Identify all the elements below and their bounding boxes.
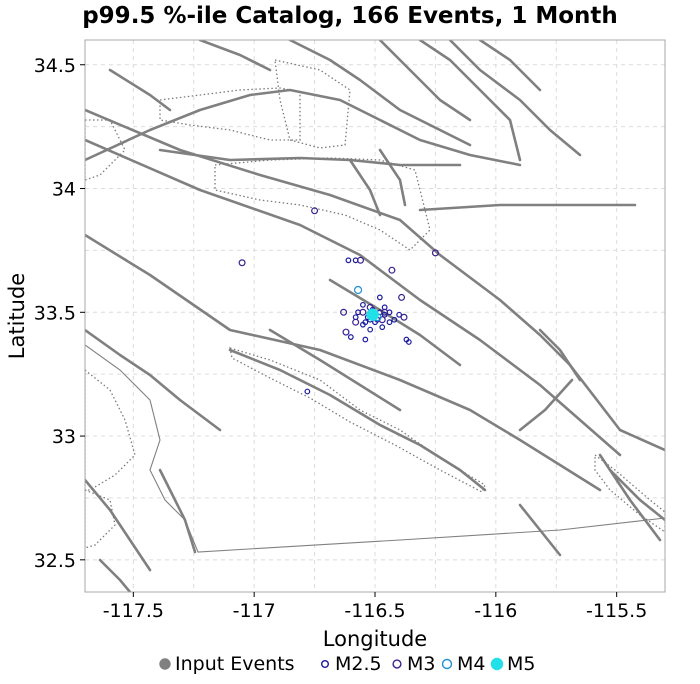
event-point-m3 [388,266,396,274]
event-point-m2-5 [391,316,398,323]
legend-label: M5 [507,653,535,675]
event-point-m3 [352,318,360,326]
y-tick-label: 33.5 [34,302,76,324]
event-point-m3 [359,308,367,316]
event-point-m2-5 [362,336,369,343]
event-point-m3 [381,308,389,316]
y-tick-label: 34.5 [34,55,76,77]
chart-title: p99.5 %-ile Catalog, 166 Events, 1 Month [82,3,618,29]
event-point-m4 [353,285,363,295]
event-point-m3 [431,249,439,257]
event-point-m3 [340,308,348,316]
legend-label: M3 [407,653,435,675]
event-point-m2-5 [396,311,403,318]
y-axis: 32.5 33 33.5 34 34.5 [34,55,85,572]
legend-marker [321,660,330,669]
x-tick-label: -117 [233,600,276,622]
legend-marker [490,657,504,671]
event-point-m3 [238,259,246,267]
event-point-m2-5 [386,319,393,326]
event-point-m2-5 [304,388,311,395]
legend-label: M4 [457,653,485,675]
event-point-m3 [398,293,406,301]
event-point-m2-5 [360,301,366,308]
legend-marker [392,659,402,669]
event-point-m5 [366,308,379,322]
legend: Input Events M2.5 M3 M4 M5 [159,653,535,675]
event-point-m3 [357,256,365,264]
event-point-m2-5 [347,334,354,340]
x-tick-label: -116.5 [344,600,405,622]
event-point-m2-5 [367,326,374,333]
event-point-m2-5 [376,294,383,301]
legend-label: M2.5 [335,653,382,675]
event-point-m2-5 [345,257,352,264]
event-point-m2-5 [379,324,386,331]
event-markers [238,207,439,395]
x-tick-label: -116 [474,600,517,622]
x-axis-label: Longitude [323,627,427,651]
x-axis: -117.5 -117 -116.5 -116 -115.5 [103,592,647,622]
y-axis-label: Latitude [5,273,29,359]
y-tick-label: 34 [52,179,76,201]
x-tick-label: -115.5 [586,600,647,622]
legend-marker [159,658,171,670]
event-point-m2-5 [362,319,369,326]
legend-label: Input Events [175,653,295,675]
y-tick-label: 32.5 [34,550,76,572]
x-tick-label: -117.5 [103,600,164,622]
event-point-m3 [311,207,319,215]
event-point-m3 [342,328,350,336]
event-point-m3 [400,313,408,321]
y-tick-label: 33 [52,426,76,448]
legend-marker [441,658,453,670]
fault-map [85,40,665,592]
event-point-m2-5 [405,339,412,345]
